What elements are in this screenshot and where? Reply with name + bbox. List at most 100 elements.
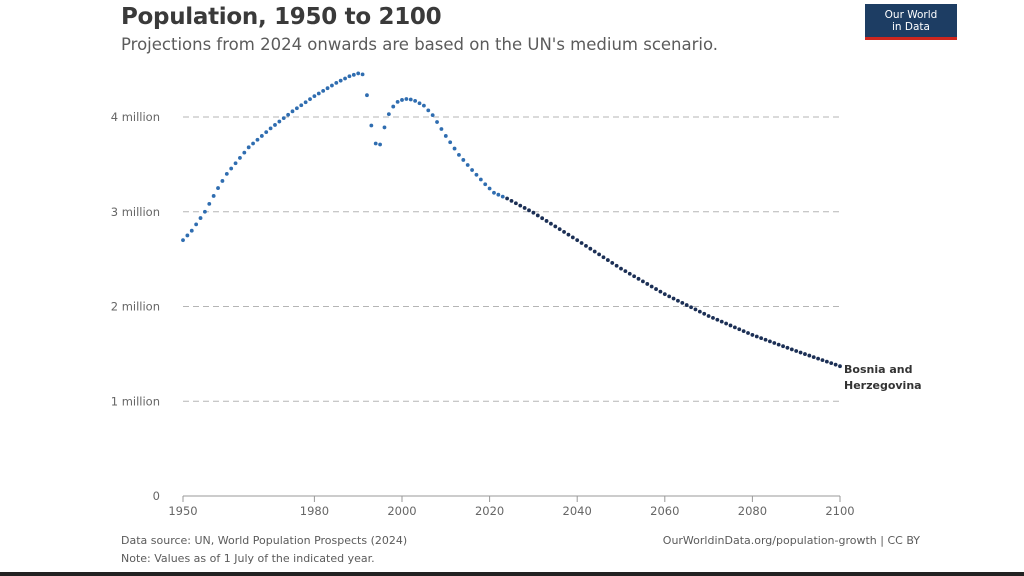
data-point — [277, 119, 282, 124]
data-point — [496, 192, 501, 197]
data-point — [527, 208, 531, 213]
data-point — [715, 317, 720, 322]
data-point — [693, 307, 698, 312]
x-tick-label: 1950 — [168, 504, 197, 518]
data-point — [242, 150, 247, 155]
data-point — [417, 101, 422, 106]
data-point — [610, 261, 615, 265]
data-point — [299, 103, 304, 108]
data-point — [343, 76, 347, 81]
data-point — [448, 140, 453, 145]
chart-note: Note: Values as of 1 July of the indicat… — [121, 552, 375, 565]
grid-layer — [183, 116, 840, 402]
data-point — [325, 86, 330, 91]
data-point — [474, 172, 479, 177]
data-point — [356, 71, 361, 76]
data-point — [194, 222, 199, 227]
data-point — [224, 171, 229, 176]
data-point — [741, 329, 746, 334]
source-url-link[interactable]: OurWorldinData.org/population-growth | C… — [662, 534, 920, 547]
data-point — [513, 201, 518, 206]
data-point — [443, 134, 448, 138]
x-axis: 1950 1980 2000 2020 2040 2060 2080 2100 — [168, 495, 855, 518]
logo-line-2: in Data — [892, 21, 930, 33]
data-point — [776, 342, 781, 347]
data-point — [781, 344, 785, 349]
data-point — [746, 331, 750, 335]
data-point — [549, 221, 553, 226]
data-point — [400, 98, 404, 102]
data-point — [702, 311, 707, 316]
bottom-border — [0, 572, 1024, 576]
data-point — [619, 266, 623, 271]
data-point — [457, 153, 461, 157]
data-point — [413, 98, 418, 103]
y-axis-labels: 0 1 million 2 million 3 million 4 million — [111, 110, 160, 503]
data-point — [588, 246, 593, 251]
data-point — [570, 235, 575, 240]
data-point — [531, 210, 536, 215]
data-point — [264, 130, 269, 135]
chart-title: Population, 1950 to 2100 — [121, 4, 442, 30]
data-point — [754, 334, 759, 339]
data-point — [430, 113, 435, 118]
data-point — [605, 258, 610, 262]
data-point — [360, 72, 365, 77]
data-point — [711, 315, 715, 320]
data-point — [268, 126, 273, 131]
data-point — [189, 228, 194, 233]
chart-subtitle: Projections from 2024 onwards are based … — [121, 35, 719, 54]
x-tick-label: 2040 — [563, 504, 592, 518]
data-point — [824, 359, 829, 364]
data-point — [426, 108, 431, 113]
data-point — [798, 350, 803, 355]
owid-logo[interactable]: Our World in Data — [865, 4, 957, 40]
data-point — [286, 112, 291, 117]
data-point — [662, 292, 667, 297]
data-point — [216, 186, 220, 190]
data-point — [706, 314, 711, 318]
data-point — [667, 294, 672, 299]
data-point — [290, 109, 295, 114]
data-point — [772, 341, 777, 345]
data-point — [579, 241, 584, 245]
data-point — [816, 356, 820, 361]
data-point — [697, 309, 702, 314]
data-point — [347, 74, 352, 79]
data-point — [597, 252, 601, 257]
data-point — [623, 269, 628, 274]
data-point — [689, 305, 693, 310]
data-point — [220, 179, 225, 183]
data-point — [321, 88, 326, 93]
data-point — [316, 91, 321, 96]
x-tick-label: 2100 — [825, 504, 854, 518]
series-label: Bosnia and — [844, 363, 912, 376]
data-point — [303, 100, 308, 105]
data-point — [584, 243, 588, 248]
data-point — [553, 224, 558, 229]
data-point — [382, 125, 387, 130]
data-point — [255, 137, 260, 142]
data-point — [470, 168, 474, 172]
data-point — [763, 337, 768, 342]
data-point — [566, 232, 571, 237]
data-point — [820, 358, 825, 363]
data-point — [785, 345, 790, 350]
data-point — [273, 123, 277, 127]
data-point — [308, 97, 312, 102]
data-point — [378, 142, 382, 147]
data-point — [768, 339, 772, 344]
data-point — [211, 194, 216, 198]
data-point — [281, 116, 286, 121]
y-tick-label: 1 million — [111, 394, 160, 408]
data-point — [575, 238, 580, 243]
data-point — [636, 276, 641, 281]
data-point — [562, 230, 566, 234]
data-point — [483, 182, 488, 187]
data-point — [750, 333, 755, 337]
data-point — [807, 353, 812, 358]
data-point — [207, 201, 212, 206]
data-point — [294, 106, 299, 111]
data-point — [645, 282, 650, 286]
data-point — [759, 336, 764, 341]
